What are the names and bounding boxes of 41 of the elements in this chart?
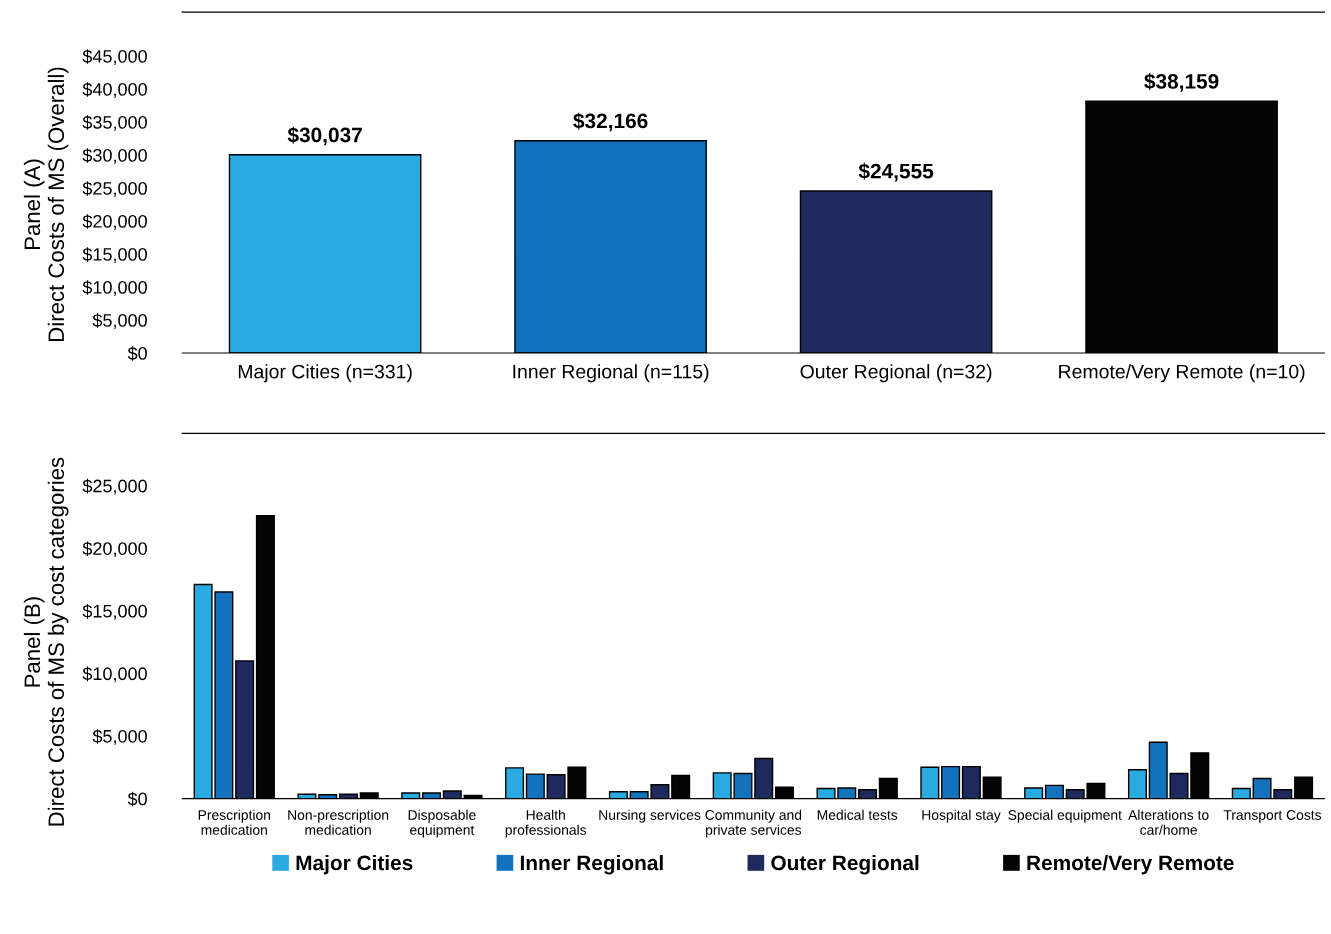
x-tick-label: Hospital stay [922, 809, 1001, 823]
y-tick-label: $0 [127, 346, 147, 361]
x-tick-label: Disposable equipment [408, 809, 476, 838]
legend-label: Remote/Very Remote [1027, 854, 1234, 875]
legend-label: Inner Regional [520, 854, 663, 875]
x-tick-label: Non-prescription medication [288, 809, 389, 835]
y-tick-label: $35,000 [82, 115, 147, 131]
y-tick-label: $25,000 [82, 181, 147, 197]
y-tick-label: $30,000 [82, 148, 147, 164]
y-axis-title: Panel (A) Direct Costs of MS (Overall) [23, 67, 69, 342]
legend-label: Outer Regional [771, 854, 919, 875]
y-tick-label: $45,000 [82, 49, 147, 65]
x-tick-label: Alterations to car/home [1128, 809, 1209, 835]
x-tick-label: Prescription medication [198, 809, 271, 835]
y-tick-label: $10,000 [82, 666, 147, 683]
data-label: $38,159 [1144, 73, 1219, 92]
y-tick-label: $20,000 [82, 541, 147, 558]
y-tick-label: $5,000 [92, 729, 147, 745]
y-tick-label: $0 [127, 791, 147, 807]
x-tick-label: Major Cities (n=331) [238, 364, 412, 383]
y-tick-label: $25,000 [82, 478, 147, 495]
x-tick-label: Transport Costs [1223, 810, 1322, 823]
y-tick-label: $5,000 [92, 313, 147, 329]
x-tick-label: Community and private services [705, 809, 802, 838]
data-label: $32,166 [573, 112, 648, 132]
y-tick-label: $15,000 [82, 604, 147, 620]
x-tick-label: Health professionals [505, 809, 587, 838]
y-axis-title: Panel (B) Direct Costs of MS by cost categories [23, 457, 69, 826]
x-tick-label: Remote/Very Remote (n=10) [1059, 364, 1305, 383]
y-tick-label: $10,000 [82, 280, 147, 296]
x-tick-label: Outer Regional (n=32) [800, 364, 992, 383]
x-tick-label: Special equipment [1008, 809, 1122, 823]
x-tick-label: Medical tests [817, 809, 898, 820]
y-tick-label: $40,000 [82, 82, 147, 98]
y-tick-label: $15,000 [82, 247, 147, 263]
y-tick-label: $20,000 [82, 214, 147, 230]
x-tick-label: Nursing services [599, 809, 701, 823]
x-tick-label: Inner Regional (n=115) [513, 364, 709, 383]
data-label: $30,037 [287, 126, 362, 146]
legend-label: Major Cities [296, 854, 413, 875]
data-label: $24,555 [858, 162, 934, 182]
